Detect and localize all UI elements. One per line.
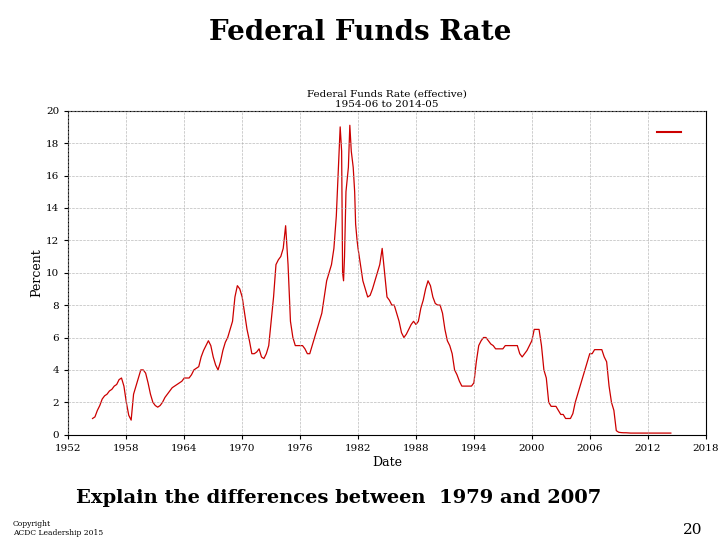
Text: 20: 20: [683, 523, 702, 537]
Text: Copyright
ACDC Leadership 2015: Copyright ACDC Leadership 2015: [13, 520, 103, 537]
Text: Explain the differences between  1979 and 2007: Explain the differences between 1979 and…: [76, 489, 601, 507]
X-axis label: Date: Date: [372, 456, 402, 469]
Title: Federal Funds Rate (effective)
1954-06 to 2014-05: Federal Funds Rate (effective) 1954-06 t…: [307, 89, 467, 109]
Y-axis label: Percent: Percent: [30, 248, 43, 297]
Text: Federal Funds Rate: Federal Funds Rate: [209, 19, 511, 46]
